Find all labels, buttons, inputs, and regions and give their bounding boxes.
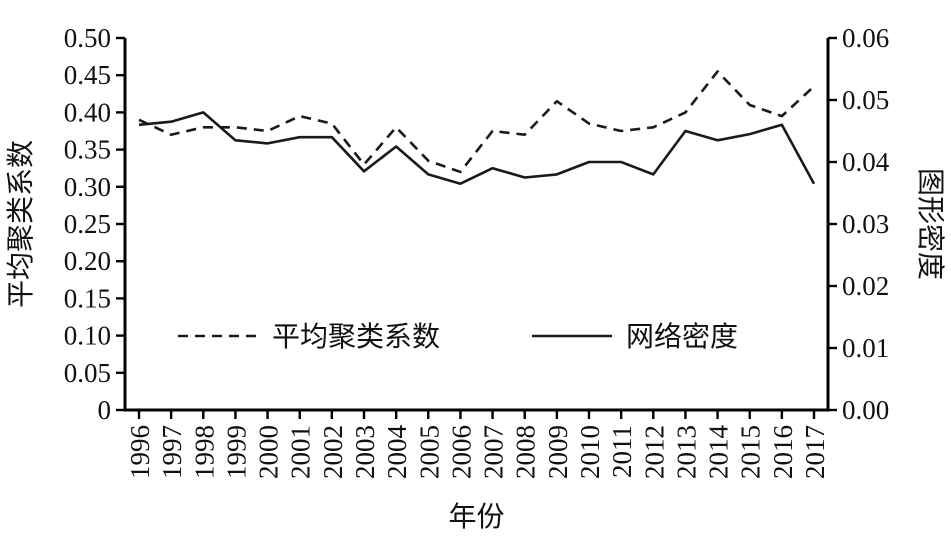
left-axis-tick-label: 0.50 [64,23,111,53]
x-axis-tick-label: 2006 [446,425,476,479]
x-axis-title: 年份 [448,501,504,533]
x-axis-tick-label: 2013 [671,425,701,479]
right-axis-tick-label: 0.05 [842,85,889,115]
legend-label-network-density: 网络密度 [626,321,738,353]
series-line-avg-clustering [138,70,815,174]
right-axis-tick-label: 0.04 [842,147,890,177]
x-axis-tick-label: 2009 [543,425,573,479]
x-axis-tick-label: 2016 [768,425,798,479]
x-axis-tick-label: 2001 [286,425,316,479]
right-axis-title: 图形密度 [914,168,946,280]
left-axis-tick-label: 0.30 [64,172,111,202]
x-axis-tick-label: 2004 [382,425,412,480]
x-axis-tick-label: 2015 [736,425,766,479]
x-axis-tick-label: 2000 [254,425,284,479]
x-axis-tick-label: 2008 [511,425,541,479]
left-axis-title: 平均聚类系数 [5,140,37,308]
left-axis-tick-label: 0.05 [64,358,111,388]
x-axis-tick-label: 1997 [157,425,187,479]
x-axis-tick-label: 2012 [639,425,669,479]
left-axis-tick-label: 0.10 [64,321,111,351]
legend-label-avg-clustering: 平均聚类系数 [272,321,440,353]
right-axis-tick-label: 0.02 [842,271,889,301]
x-axis-tick-label: 2005 [414,425,444,479]
x-axis-tick-label: 1996 [125,425,155,479]
left-axis-tick-label: 0.25 [64,209,111,239]
right-axis-tick-label: 0.00 [842,395,889,425]
x-axis-tick-label: 2017 [800,425,830,479]
right-axis-tick-label: 0.01 [842,333,889,363]
left-axis-tick-label: 0.45 [64,60,111,90]
right-axis-tick-label: 0.06 [842,23,889,53]
left-axis-tick-label: 0.40 [64,97,111,127]
x-axis-tick-label: 2007 [479,425,509,479]
series-line-network-density [138,111,816,185]
left-axis-tick-label: 0.15 [64,283,111,313]
left-axis-tick-label: 0.35 [64,135,111,165]
right-axis-tick-label: 0.03 [842,209,889,239]
left-axis-tick-label: 0.20 [64,246,111,276]
x-axis-tick-label: 1998 [189,425,219,479]
x-axis-tick-label: 2011 [607,425,637,478]
x-axis-tick-label: 2003 [350,425,380,479]
x-axis-tick-label: 2002 [318,425,348,479]
left-axis-tick-label: 0 [98,395,112,425]
x-axis-tick-label: 1999 [221,425,251,479]
x-axis-tick-label: 2014 [704,425,734,480]
x-axis-tick-label: 2010 [575,425,605,479]
